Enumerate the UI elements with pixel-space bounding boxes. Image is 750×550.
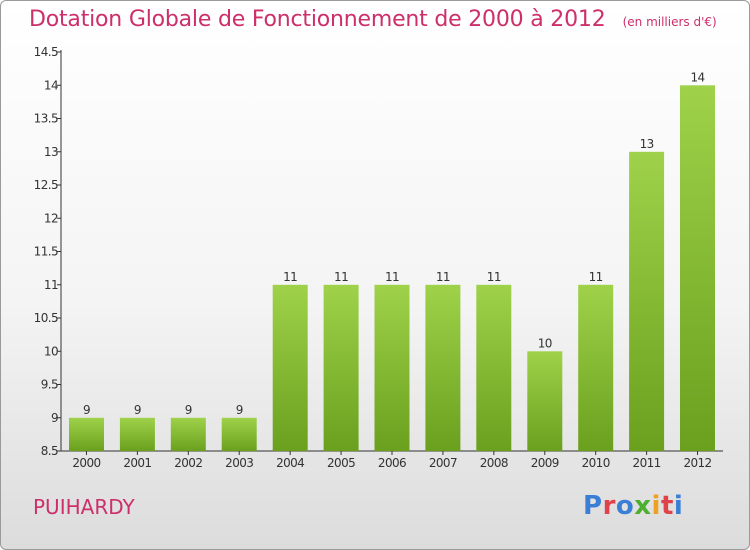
labels-layer: 9 2000 9 2001 9 2002 9 2003 11 2004 11 2005 11 2006 11… [72,70,712,470]
bar-2002 [170,417,206,452]
x-tick-label: 2002 [174,456,202,470]
bar-value-label: 9 [83,403,90,417]
x-tick-label: 2011 [633,456,661,470]
title-row: Dotation Globale de Fonctionnement de 20… [29,7,717,32]
bar-value-label: 9 [185,403,192,417]
logo-letter: o [615,491,635,521]
x-tick-label: 2009 [531,456,559,470]
bar-2010 [578,284,614,452]
bar-value-label: 11 [283,270,297,284]
x-tick-label: 2003 [225,456,253,470]
bar-2009 [527,351,563,452]
bar-value-label: 11 [436,270,450,284]
bar-2000 [69,417,104,452]
x-tick-label: 2004 [276,456,304,470]
y-tick-label: 10.5 [34,311,58,325]
y-tick-label: 13 [44,145,58,159]
bar-value-label: 9 [134,403,141,417]
bar-value-label: 11 [487,270,501,284]
bar-value-label: 10 [538,336,552,350]
x-tick-label: 2000 [72,456,100,470]
y-tick-label: 10 [44,344,58,358]
bar-value-label: 11 [589,270,603,284]
y-tick-label: 9.5 [41,378,58,392]
chart-title: Dotation Globale de Fonctionnement de 20… [29,7,606,32]
x-tick-label: 2007 [429,456,457,470]
bar-value-label: 9 [236,403,243,417]
x-tick-label: 2012 [683,456,711,470]
bars-layer [69,85,715,452]
bar-2012 [680,85,715,452]
bar-2003 [221,417,257,452]
bar-2011 [629,151,665,452]
y-tick-label: 12 [44,211,58,225]
y-tick-label: 12.5 [34,178,58,192]
bar-2004 [272,284,308,452]
y-tick-label: 8.5 [41,444,58,458]
x-tick-label: 2008 [480,456,508,470]
logo-letter: i [673,491,684,521]
bar-value-label: 14 [690,70,704,84]
chart-subtitle: (en milliers d'€) [622,15,717,29]
bar-value-label: 11 [334,270,348,284]
x-tick-label: 2005 [327,456,355,470]
x-tick-label: 2001 [123,456,151,470]
bar-2005 [323,284,359,452]
logo-letter: x [634,491,652,521]
bar-2008 [476,284,512,452]
y-tick-label: 11.5 [34,245,58,259]
logo-letter: i [651,491,661,521]
logo-letter: t [660,491,674,521]
y-tick-label: 11 [44,278,58,292]
y-tick-label: 9 [51,411,58,425]
x-tick-label: 2006 [378,456,406,470]
proxiti-logo: Proxiti [583,491,683,521]
bar-2007 [425,284,461,452]
commune-name: PUIHARDY [33,495,135,519]
bar-value-label: 11 [385,270,399,284]
logo-letter: P [583,491,603,521]
bar-value-label: 13 [640,137,654,151]
y-tick-label: 14 [44,78,58,92]
bar-2001 [119,417,155,452]
logo-letter: r [602,491,616,521]
x-tick-label: 2010 [582,456,610,470]
y-tick-label: 14.5 [34,45,58,59]
bar-2006 [374,284,410,452]
y-tick-label: 13.5 [34,112,58,126]
